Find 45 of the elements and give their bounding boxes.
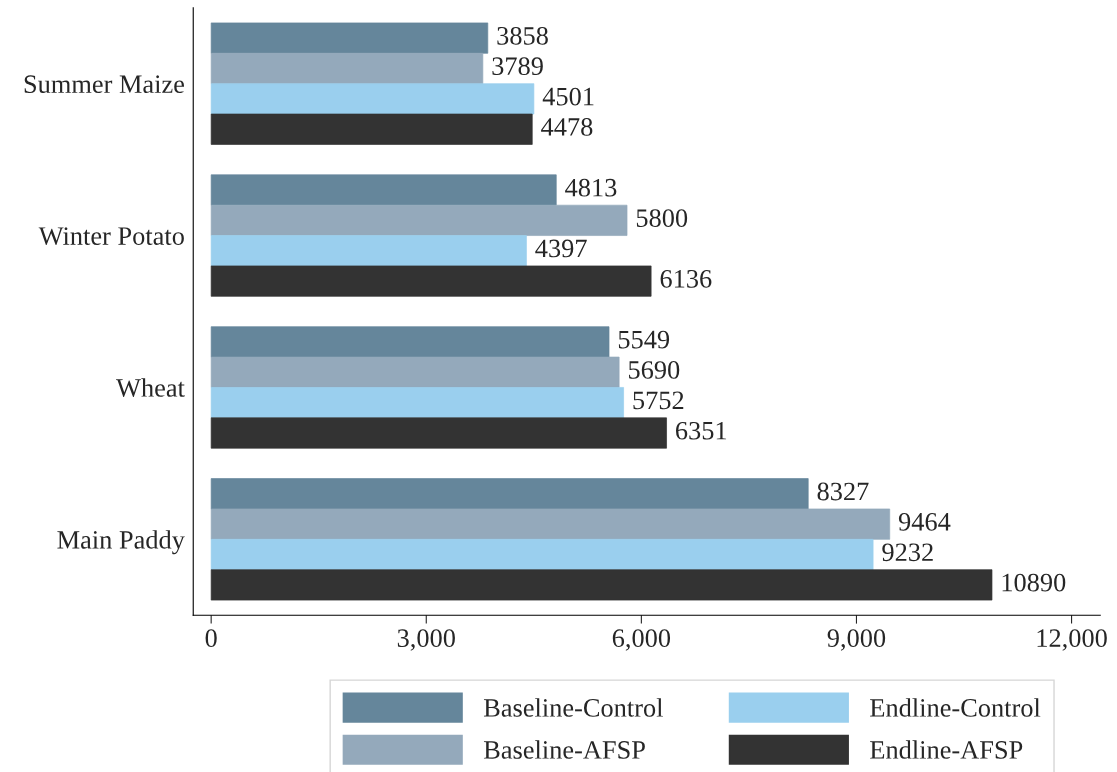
data-label: 9464 xyxy=(898,513,951,531)
data-label: 4501 xyxy=(542,87,594,106)
bar xyxy=(210,174,557,206)
data-label: 5690 xyxy=(629,361,680,379)
data-label: 9232 xyxy=(882,543,933,562)
data-label: 4478 xyxy=(541,118,593,136)
bar xyxy=(210,569,993,601)
data-label: 4397 xyxy=(535,239,587,258)
data-label: 8327 xyxy=(817,482,869,501)
bar xyxy=(210,538,874,571)
bar xyxy=(210,508,891,540)
data-label: 10890 xyxy=(1002,573,1066,592)
x-tick-label: 0 xyxy=(205,629,217,648)
bar xyxy=(210,356,620,388)
y-tick-label: Summer Maize xyxy=(24,75,184,94)
data-label: 5800 xyxy=(636,209,688,227)
legend-label: Baseline-Control xyxy=(483,698,663,717)
y-tick-label: Wheat xyxy=(116,378,185,397)
legend-label: Baseline-AFSP xyxy=(483,740,645,759)
bar xyxy=(210,204,628,236)
bar xyxy=(210,113,533,145)
data-label: 3789 xyxy=(492,57,543,76)
x-tick-label: 6,000 xyxy=(612,629,671,651)
bar xyxy=(210,235,527,267)
data-label: 5752 xyxy=(633,391,684,410)
y-tick-label: Main Paddy xyxy=(57,530,185,555)
data-label: 6136 xyxy=(660,270,712,288)
x-tick-label: 12,000 xyxy=(1037,629,1107,651)
legend-label: Endline-Control xyxy=(870,698,1041,717)
bar xyxy=(210,326,610,358)
bar xyxy=(210,478,809,510)
data-label: 5549 xyxy=(618,330,670,349)
bar xyxy=(210,22,489,54)
bar xyxy=(210,83,535,115)
legend-label: Endline-AFSP xyxy=(870,740,1023,759)
bar xyxy=(210,417,667,449)
data-label: 6351 xyxy=(676,421,727,440)
bar xyxy=(210,265,652,297)
x-tick-label: 9,000 xyxy=(827,629,886,651)
data-label: 3858 xyxy=(497,26,548,45)
bar xyxy=(210,387,624,419)
y-tick-label: Winter Potato xyxy=(38,227,184,246)
x-tick-label: 3,000 xyxy=(397,629,455,651)
data-label: 4813 xyxy=(565,178,617,197)
bar xyxy=(210,52,484,85)
